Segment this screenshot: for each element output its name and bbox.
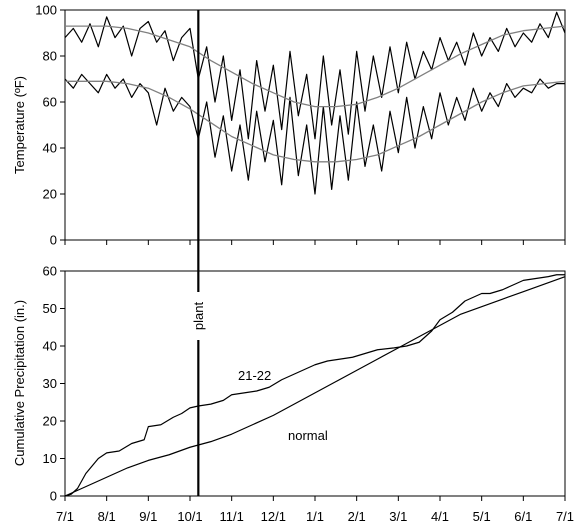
precipitation-y-tick-label: 40 bbox=[43, 339, 57, 354]
temperature-series bbox=[64, 11, 566, 195]
precipitation-y-tick-label: 0 bbox=[50, 489, 57, 504]
temperature-y-axis-title: Temperature (ºF) bbox=[12, 76, 27, 174]
temperature-y-ticks: 0 20 40 60 80 100 bbox=[35, 3, 566, 248]
precipitation-y-tick-label: 30 bbox=[43, 376, 57, 391]
temperature-plot-frame bbox=[64, 9, 566, 241]
temperature-y-tick-label: 80 bbox=[43, 49, 57, 64]
month-x-tick-label: 1/1 bbox=[306, 509, 324, 524]
precipitation-y-axis-title: Cumulative Precipitation (in.) bbox=[12, 300, 27, 466]
month-x-tick-label: 7/1 bbox=[56, 509, 74, 524]
temperature-series-line-2 bbox=[65, 25, 566, 108]
precipitation-plot-frame bbox=[64, 270, 566, 497]
month-x-ticks: 7/1 8/1 9/1 10/1 11/1 12/1 1/1 2/1 3/1 4/1 5/1 6/1 7… bbox=[56, 496, 574, 524]
month-x-tick-label: 11/1 bbox=[219, 509, 243, 524]
temperature-series-line-3 bbox=[65, 80, 566, 163]
precipitation-y-tick-label: 60 bbox=[43, 264, 57, 279]
plant-label: plant bbox=[191, 302, 206, 331]
month-x-tick-label: 5/1 bbox=[473, 509, 491, 524]
month-x-tick-label: 4/1 bbox=[431, 509, 449, 524]
temperature-y-tick-label: 60 bbox=[43, 95, 57, 110]
month-x-tick-label: 9/1 bbox=[139, 509, 157, 524]
month-x-tick-label: 12/1 bbox=[261, 509, 286, 524]
temperature-y-tick-label: 20 bbox=[43, 187, 57, 202]
precipitation-series bbox=[64, 274, 566, 497]
temperature-y-tick-label: 0 bbox=[50, 233, 57, 248]
precipitation-y-tick-label: 20 bbox=[43, 414, 57, 429]
month-x-tick-label: 10/1 bbox=[177, 509, 202, 524]
precipitation-series-line-0 bbox=[64, 274, 565, 497]
precipitation-y-tick-label: 50 bbox=[43, 301, 57, 316]
temperature-series-line-0 bbox=[64, 11, 566, 140]
temperature-series-line-1 bbox=[64, 73, 565, 195]
precipitation-panel: 0 10 20 30 40 50 60 7/1 8/1 9/1 10/1 11/1 12/1 1/1 2/… bbox=[12, 264, 574, 525]
temperature-y-tick-label: 100 bbox=[35, 3, 57, 18]
month-x-tick-label: 6/1 bbox=[514, 509, 532, 524]
series-label-21-22: 21-22 bbox=[238, 368, 271, 383]
precipitation-series-line-1 bbox=[64, 276, 566, 497]
month-x-tick-label: 3/1 bbox=[389, 509, 407, 524]
temperature-panel: 0 20 40 60 80 100 Temperature (ºF) bbox=[12, 3, 566, 248]
month-x-tick-label: 7/1 bbox=[556, 509, 574, 524]
month-x-tick-label: 8/1 bbox=[98, 509, 116, 524]
series-label-normal: normal bbox=[288, 428, 328, 443]
precipitation-y-ticks: 0 10 20 30 40 50 60 bbox=[43, 264, 65, 504]
plant-label-background bbox=[190, 292, 207, 340]
precipitation-y-tick-label: 10 bbox=[43, 451, 57, 466]
month-x-tick-label: 2/1 bbox=[348, 509, 366, 524]
temperature-y-tick-label: 40 bbox=[43, 141, 57, 156]
